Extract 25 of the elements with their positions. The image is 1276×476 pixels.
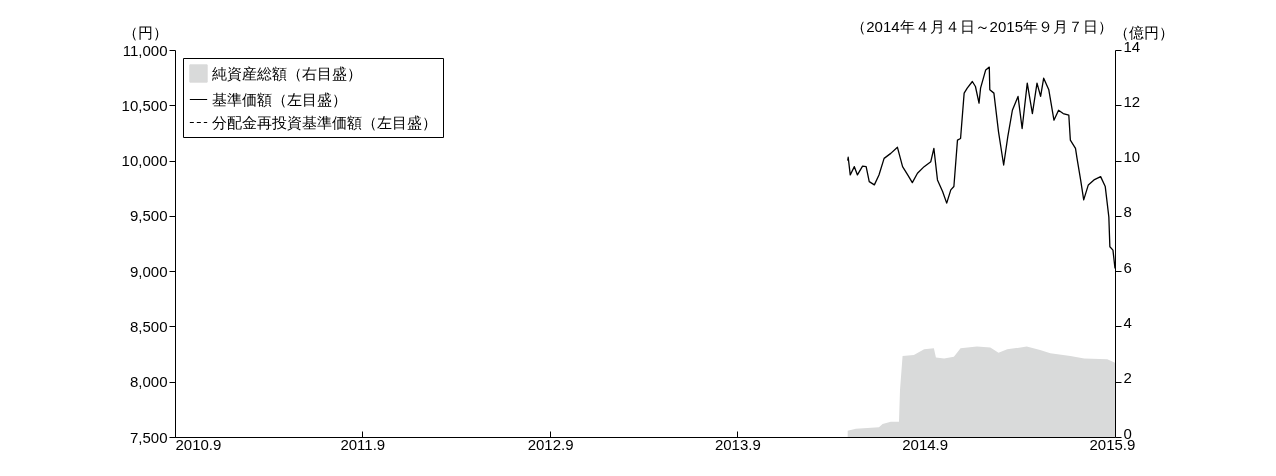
x-tick-label: 2014.9: [902, 435, 949, 453]
chart-title: （2014年４月４日～2015年９月７日）: [851, 18, 1113, 35]
y-tick-label: 8,000: [129, 373, 168, 391]
legend-label: 基準価額（左目盛）: [212, 90, 347, 108]
x-tick-label: 2012.9: [527, 435, 574, 453]
legend-label: 分配金再投資基準価額（左目盛）: [212, 113, 437, 131]
y2-tick-label: 4: [1123, 313, 1132, 331]
y2-axis-title: （億円）: [1113, 23, 1174, 41]
y2-tick-label: 6: [1123, 258, 1132, 276]
y-axis-title: （円）: [123, 23, 168, 41]
x-tick-label: 2013.9: [714, 435, 761, 453]
legend-label: 純資産総額（右目盛）: [212, 64, 362, 82]
y-tick-label: 9,000: [129, 262, 168, 280]
y-tick-label: 7,500: [129, 428, 168, 446]
y-tick-label: 9,500: [129, 207, 168, 225]
y2-tick-label: 10: [1123, 148, 1141, 166]
y2-tick-label: 8: [1123, 203, 1132, 221]
y2-tick-label: 2: [1123, 369, 1132, 387]
x-tick-label: 2010.9: [175, 435, 222, 453]
y-tick-label: 8,500: [129, 317, 168, 335]
y2-tick-label: 12: [1123, 92, 1141, 110]
x-tick-label: 2011.9: [340, 435, 386, 453]
y-tick-label: 10,000: [121, 152, 168, 170]
y-tick-label: 10,500: [121, 96, 168, 114]
y-tick-label: 11,000: [122, 41, 168, 59]
